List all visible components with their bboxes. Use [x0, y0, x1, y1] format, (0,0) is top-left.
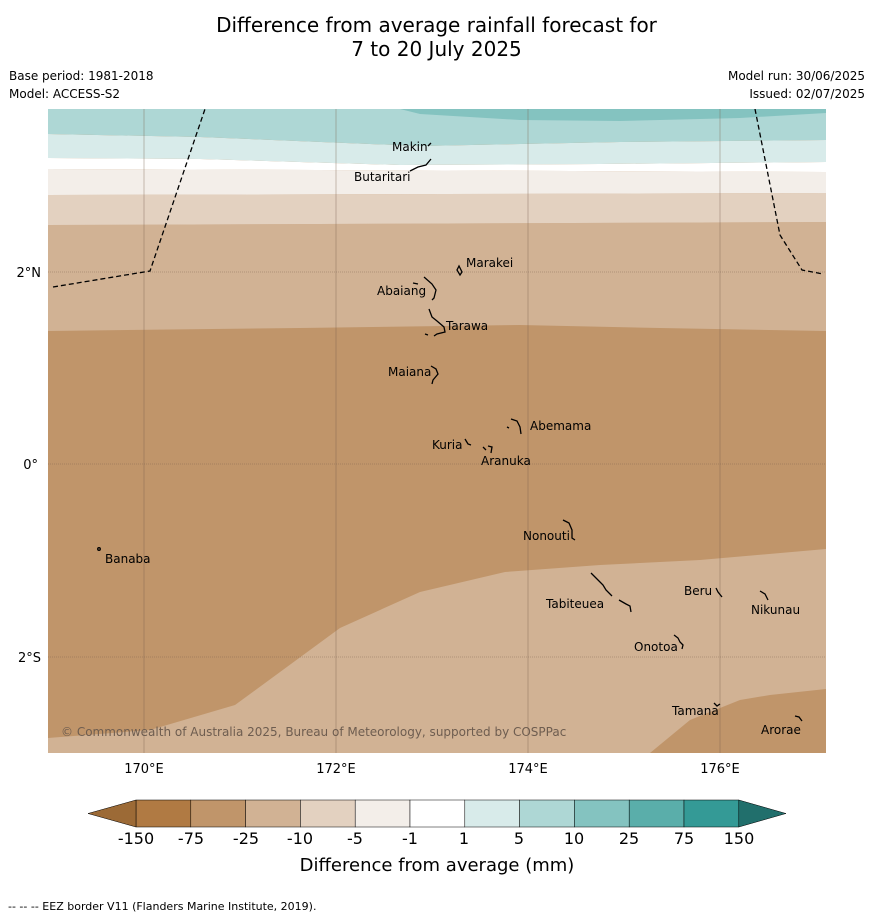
band-minus5 — [48, 169, 826, 195]
island-label-tarawa: Tarawa — [445, 319, 488, 333]
x-tick-label: 174°E — [508, 762, 548, 777]
island-label-makin: Makin — [392, 140, 428, 154]
colorbar-label: 25 — [619, 829, 639, 848]
x-tick-label: 176°E — [700, 762, 740, 777]
colorbar-label: -10 — [287, 829, 313, 848]
colorbar-label: 75 — [674, 829, 694, 848]
colorbar-swatch — [300, 799, 356, 828]
y-tick-label: 2°S — [18, 651, 41, 666]
eez-legend-note: -- -- -- EEZ border V11 (Flanders Marine… — [8, 900, 317, 913]
colorbar-label: -1 — [402, 829, 418, 848]
x-tick-label: 172°E — [316, 762, 356, 777]
island-label-kuria: Kuria — [432, 438, 463, 452]
colorbar-swatch — [574, 799, 630, 828]
model-run: Model run: 30/06/2025 — [727, 69, 865, 83]
colorbar-swatch — [464, 799, 520, 828]
island-label-banaba: Banaba — [105, 552, 151, 566]
band-minus25-south — [48, 549, 826, 753]
colorbar-label: -5 — [347, 829, 363, 848]
colorbar-label: -25 — [233, 829, 259, 848]
colorbar-swatch — [190, 799, 246, 828]
island-label-aranuka: Aranuka — [481, 454, 531, 468]
band-plus1 — [48, 134, 826, 165]
colorbar-title: Difference from average (mm) — [300, 855, 575, 876]
island-label-maiana: Maiana — [388, 365, 431, 379]
island-label-tamana: Tamana — [671, 704, 719, 718]
colorbar-swatch — [354, 799, 411, 828]
colorbar-label: 1 — [459, 829, 469, 848]
colorbar-swatch — [135, 799, 192, 828]
island-label-abemama: Abemama — [530, 419, 591, 433]
colorbar-swatches — [87, 799, 787, 828]
model-name: Model: ACCESS-S2 — [9, 87, 121, 101]
colorbar-swatch — [519, 799, 575, 828]
base-period: Base period: 1981-2018 — [9, 69, 154, 83]
eez-border — [52, 109, 824, 288]
island-label-marakei: Marakei — [466, 256, 513, 270]
map-title-line2: 7 to 20 July 2025 — [351, 37, 522, 61]
colorbar-label: -150 — [118, 829, 154, 848]
copyright-text: © Commonwealth of Australia 2025, Bureau… — [61, 725, 566, 739]
band-zero — [48, 158, 826, 172]
map-title-line1: Difference from average rainfall forecas… — [216, 13, 657, 37]
island-label-nikunau: Nikunau — [751, 603, 800, 617]
band-minus25-north — [48, 222, 826, 331]
rainfall-contours: Makin Butaritari Marakei Abaiang Tarawa … — [48, 109, 826, 753]
colorbar-swatch — [409, 799, 466, 828]
colorbar-swatch — [628, 799, 685, 828]
y-tick-label: 0° — [23, 458, 38, 473]
colorbar-labels: -150 -75 -25 -10 -5 -1 1 5 10 25 75 150 — [118, 829, 754, 848]
island-label-arorae: Arorae — [761, 723, 801, 737]
band-plus10 — [400, 109, 826, 121]
issued-date: Issued: 02/07/2025 — [749, 87, 865, 101]
island-shapes — [97, 142, 803, 722]
colorbar-label: 10 — [564, 829, 584, 848]
island-label-beru: Beru — [684, 584, 712, 598]
island-label-abaiang: Abaiang — [377, 284, 426, 298]
colorbar: -150 -75 -25 -10 -5 -1 1 5 10 25 75 150 … — [87, 799, 787, 876]
band-minus10 — [48, 193, 826, 225]
colorbar-swatch — [683, 799, 740, 828]
y-tick-label: 2°N — [17, 266, 42, 281]
colorbar-extend-high — [738, 799, 787, 828]
colorbar-label: 5 — [514, 829, 524, 848]
colorbar-label: -75 — [178, 829, 204, 848]
island-label-tabiteuea: Tabiteuea — [545, 597, 604, 611]
colorbar-extend-low — [87, 799, 137, 828]
colorbar-label: 150 — [724, 829, 755, 848]
graticule — [48, 109, 826, 753]
island-label-onotoa: Onotoa — [634, 640, 678, 654]
island-label-butaritari: Butaritari — [354, 170, 411, 184]
island-label-nonouti: Nonouti — [523, 529, 570, 543]
colorbar-swatch — [245, 799, 301, 828]
x-tick-label: 170°E — [124, 762, 164, 777]
